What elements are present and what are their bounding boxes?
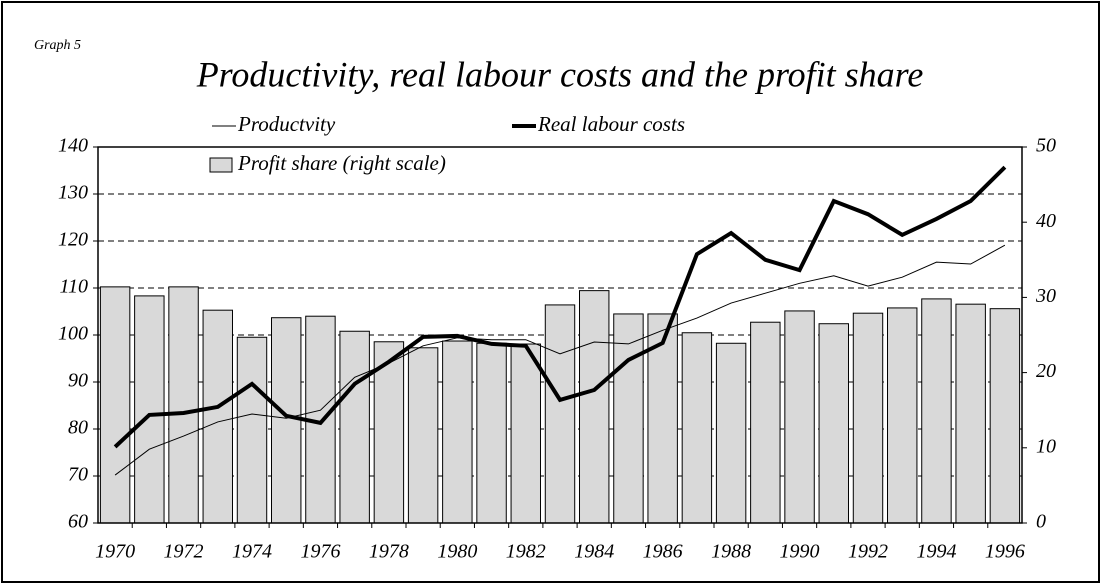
graph-label: Graph 5	[34, 38, 81, 53]
bar	[921, 298, 952, 524]
bar	[544, 304, 576, 524]
y2-tick-label: 20	[1036, 360, 1056, 382]
x-tick-label: 1978	[369, 541, 409, 563]
x-tick-label: 1974	[232, 541, 272, 563]
bar	[955, 303, 986, 524]
bar	[579, 290, 610, 524]
bar	[852, 312, 884, 524]
y-tick-label: 110	[59, 276, 88, 298]
bar	[750, 321, 781, 524]
y2-tick-label: 0	[1036, 511, 1046, 533]
bar	[613, 313, 644, 524]
y-tick-label: 100	[58, 323, 88, 345]
legend-label: Real labour costs	[537, 112, 685, 136]
bar	[681, 332, 713, 524]
plot-border	[97, 146, 1023, 524]
bar	[887, 307, 918, 524]
bar	[134, 295, 165, 524]
y-tick-label: 90	[68, 370, 88, 392]
x-tick-label: 1976	[300, 541, 340, 563]
legend-label: Productvity	[237, 112, 336, 136]
y-tick-label: 70	[68, 464, 88, 486]
bar	[339, 330, 370, 524]
bar	[510, 343, 541, 524]
y-tick-label: 60	[68, 511, 88, 533]
x-tick-label: 1982	[506, 541, 546, 563]
bar	[236, 336, 268, 524]
x-tick-label: 1986	[643, 541, 683, 563]
x-tick-label: 1996	[985, 541, 1025, 563]
x-tick-label: 1972	[164, 541, 204, 563]
bar	[442, 340, 473, 524]
bar	[168, 286, 199, 524]
bar	[784, 310, 815, 524]
bar	[715, 342, 747, 524]
line	[114, 244, 1006, 476]
bar	[818, 323, 849, 524]
x-tick-label: 1992	[848, 541, 888, 563]
x-tick-label: 1984	[574, 541, 614, 563]
y-tick-label: 140	[58, 135, 88, 157]
bar	[373, 341, 405, 524]
y-tick-label: 120	[58, 229, 88, 251]
y2-tick-label: 50	[1036, 135, 1056, 157]
y2-tick-label: 30	[1035, 285, 1056, 307]
bar	[99, 286, 131, 524]
x-tick-label: 1970	[95, 541, 135, 563]
legend-label: Profit share (right scale)	[237, 151, 446, 175]
y-tick-label: 130	[58, 182, 88, 204]
y2-tick-label: 10	[1036, 435, 1056, 457]
x-tick-label: 1990	[780, 541, 820, 563]
chart-title: Productivity, real labour costs and the …	[196, 54, 924, 94]
bar	[202, 309, 233, 524]
line	[113, 165, 1007, 449]
x-tick-label: 1994	[916, 541, 956, 563]
x-tick-label: 1988	[711, 541, 751, 563]
bar	[407, 347, 439, 524]
bar	[271, 317, 302, 524]
bar	[476, 342, 507, 524]
x-tick-label: 1980	[437, 541, 477, 563]
bar	[989, 308, 1021, 524]
y-tick-label: 80	[68, 417, 88, 439]
legend-swatch	[209, 157, 233, 173]
bar	[647, 313, 678, 524]
y2-tick-label: 40	[1036, 210, 1056, 232]
